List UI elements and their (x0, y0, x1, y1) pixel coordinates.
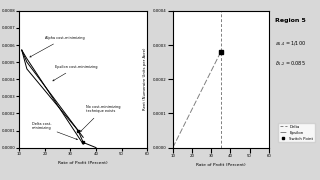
Y-axis label: Rent (Numeraire Units per Acre): Rent (Numeraire Units per Acre) (143, 48, 147, 111)
Text: No cost-minimizing
technique exists: No cost-minimizing technique exists (81, 105, 120, 132)
Text: Epsilon cost-minimizing: Epsilon cost-minimizing (53, 65, 98, 81)
Text: $a_{1,4} = 1/100$: $a_{1,4} = 1/100$ (275, 40, 306, 48)
Text: Alpha cost-minimizing: Alpha cost-minimizing (30, 36, 84, 57)
Text: $\delta_{1,2} = 0.085$: $\delta_{1,2} = 0.085$ (275, 59, 306, 68)
Text: Delta cost-
minimizing: Delta cost- minimizing (32, 122, 77, 140)
Text: Region 5: Region 5 (275, 18, 306, 23)
X-axis label: Rate of Profit (Percent): Rate of Profit (Percent) (196, 163, 246, 167)
Legend: Delta, Epsilon, Switch Point: Delta, Epsilon, Switch Point (278, 123, 315, 142)
X-axis label: Rate of Profit (Percent): Rate of Profit (Percent) (58, 161, 108, 165)
